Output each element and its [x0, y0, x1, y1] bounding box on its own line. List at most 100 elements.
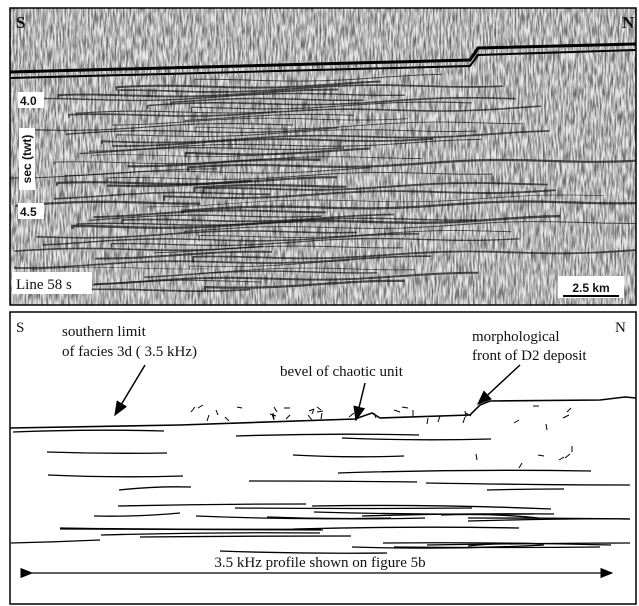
reflector	[91, 152, 292, 159]
reflector	[311, 504, 552, 510]
reflector	[36, 230, 358, 239]
reflector	[513, 419, 520, 424]
reflector	[308, 408, 315, 412]
reflector	[117, 503, 307, 507]
axis-bg	[19, 128, 35, 190]
reflector	[31, 266, 208, 271]
reflector	[545, 423, 548, 431]
reflector	[224, 416, 230, 422]
reflector	[183, 221, 636, 234]
reflector	[100, 130, 550, 144]
reflector	[191, 101, 472, 113]
reflector	[467, 517, 631, 520]
reflector	[518, 462, 523, 469]
reflector	[47, 474, 184, 478]
depth-tick: 4.0	[20, 94, 37, 108]
reflector	[273, 406, 278, 413]
reflector	[93, 512, 181, 517]
reflector	[464, 410, 467, 418]
reflector	[316, 406, 322, 411]
reflector	[190, 406, 196, 413]
panel-frame	[9, 7, 637, 306]
reflector	[361, 513, 555, 517]
interpreted-reflectors	[9, 396, 637, 554]
reflector	[401, 406, 409, 409]
reflector	[272, 412, 275, 420]
reflector	[57, 88, 339, 98]
annotation: southern limit	[62, 324, 147, 340]
reflector	[562, 414, 570, 419]
reflector	[162, 189, 556, 201]
reflector	[186, 158, 636, 172]
reflector	[106, 179, 252, 188]
reflector	[195, 515, 392, 520]
reflector	[465, 412, 472, 417]
reflector	[292, 454, 405, 458]
south-label: S	[16, 13, 25, 32]
reflector	[425, 482, 631, 486]
reflector	[53, 191, 271, 200]
reflector	[192, 249, 636, 263]
reflector	[486, 488, 565, 491]
reflector	[89, 214, 322, 221]
reflector	[235, 433, 420, 437]
reflector	[117, 84, 503, 95]
reflector	[20, 92, 405, 102]
reflector	[320, 412, 323, 420]
reflector	[14, 255, 431, 269]
reflector	[426, 417, 429, 425]
north-label: N	[622, 13, 635, 32]
south-label: S	[16, 320, 24, 336]
reflector	[100, 532, 321, 536]
tick-bg	[18, 92, 44, 108]
reflector	[437, 415, 441, 423]
reflector	[351, 544, 545, 549]
reflector	[236, 406, 243, 409]
reflector	[234, 507, 473, 510]
tick-bg	[18, 203, 44, 219]
reflector	[354, 409, 358, 417]
line-label: Line 58 s	[16, 277, 72, 293]
panel-frame	[9, 311, 637, 605]
reflector	[189, 260, 350, 270]
reflector	[115, 80, 381, 91]
reflector	[94, 250, 272, 260]
reflector	[120, 213, 394, 225]
label-bg	[558, 276, 624, 298]
reflector	[181, 200, 636, 214]
reflector	[564, 453, 571, 459]
reflector	[115, 129, 477, 139]
reflector	[193, 184, 347, 192]
reflector	[475, 453, 478, 461]
reflector	[203, 279, 405, 291]
reflector	[71, 214, 561, 230]
reflector	[316, 410, 324, 413]
profile-label: 3.5 kHz profile shown on figure 5b	[214, 555, 425, 571]
reflector	[215, 409, 219, 416]
reflector	[194, 121, 523, 133]
reflector	[185, 113, 354, 123]
annotation: bevel of chaotic unit	[280, 364, 404, 380]
reflector	[75, 110, 277, 116]
reflector	[285, 414, 291, 420]
reflector	[341, 437, 492, 441]
axis-label: sec (twt)	[20, 135, 34, 184]
reflector	[202, 182, 548, 195]
reflector	[112, 137, 434, 147]
reflector	[426, 542, 631, 546]
reflector	[10, 539, 101, 544]
reflector	[79, 146, 345, 155]
reflector	[10, 167, 371, 179]
reflector	[65, 127, 339, 136]
reflector	[248, 480, 418, 483]
annotation: morphological	[472, 329, 559, 345]
label-bg	[12, 272, 92, 294]
reflector	[206, 414, 210, 422]
reflector	[558, 456, 565, 461]
reflector	[59, 528, 324, 531]
reflector	[462, 416, 466, 424]
reflector	[154, 245, 403, 254]
reflector	[193, 73, 443, 86]
reflector	[219, 550, 388, 554]
